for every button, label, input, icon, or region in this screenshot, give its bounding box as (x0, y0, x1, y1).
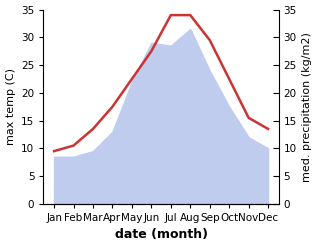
Y-axis label: med. precipitation (kg/m2): med. precipitation (kg/m2) (302, 32, 313, 182)
Y-axis label: max temp (C): max temp (C) (5, 68, 16, 145)
X-axis label: date (month): date (month) (114, 228, 208, 242)
